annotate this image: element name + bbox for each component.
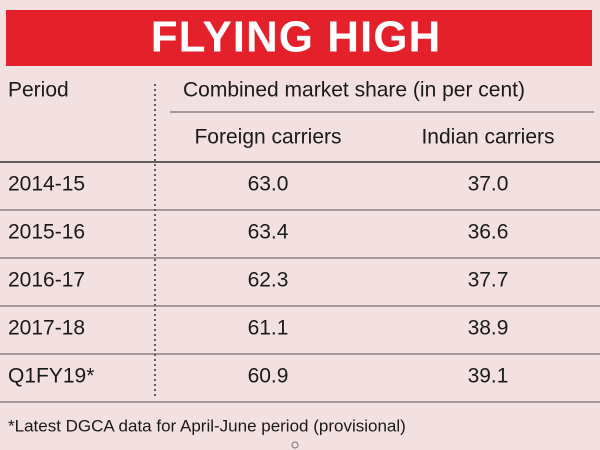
period-cell: 2016-17 (8, 269, 85, 292)
value-cell: 60.9 (248, 365, 289, 388)
value-cell: 37.7 (468, 269, 509, 292)
group-header: Combined market share (in per cent) (183, 79, 525, 102)
title: FLYING HIGH (151, 13, 442, 62)
period-header: Period (8, 79, 69, 102)
title-bar (6, 10, 592, 66)
marker (291, 441, 299, 449)
value-cell: 36.6 (468, 221, 509, 244)
period-cell: 2014-15 (8, 173, 85, 196)
value-cell: 63.0 (248, 173, 289, 196)
period-cell: 2015-16 (8, 221, 85, 244)
column-header: Indian carriers (421, 126, 554, 149)
value-cell: 61.1 (248, 317, 289, 340)
value-cell: 39.1 (468, 365, 509, 388)
value-cell: 38.9 (468, 317, 509, 340)
value-cell: 37.0 (468, 173, 509, 196)
period-cell: 2017-18 (8, 317, 85, 340)
value-cell: 62.3 (248, 269, 289, 292)
value-cell: 63.4 (248, 221, 289, 244)
column-header: Foreign carriers (194, 126, 341, 149)
footnote: *Latest DGCA data for April-June period … (8, 416, 406, 435)
rows: 2014-15 63.0 37.0 2015-16 63.4 36.6 2016-17 62.… (0, 173, 600, 403)
period-cell: Q1FY19* (8, 365, 94, 388)
